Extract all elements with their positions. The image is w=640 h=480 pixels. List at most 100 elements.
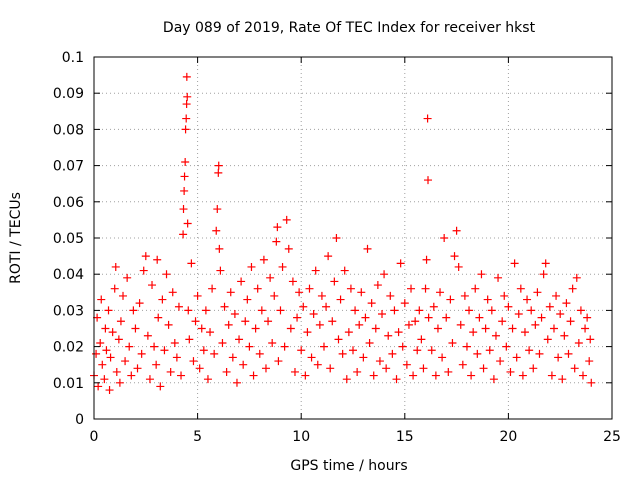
data-point <box>446 295 455 304</box>
data-point <box>419 364 428 373</box>
data-point <box>106 353 115 362</box>
data-point <box>293 313 302 322</box>
data-point <box>326 364 335 373</box>
data-point <box>129 306 138 315</box>
y-tick-label: 0.1 <box>62 50 84 66</box>
data-point <box>110 284 119 293</box>
x-tick-label: 15 <box>396 429 414 445</box>
data-point <box>261 364 270 373</box>
data-point <box>508 324 517 333</box>
data-point <box>185 335 194 344</box>
data-point <box>239 360 248 369</box>
data-point <box>284 244 293 253</box>
data-point <box>268 338 277 347</box>
data-point <box>390 306 399 315</box>
data-point <box>500 291 509 300</box>
grid-layer <box>94 57 612 419</box>
data-point <box>543 335 552 344</box>
data-point <box>309 310 318 319</box>
data-point <box>111 262 120 271</box>
data-point <box>373 281 382 290</box>
data-point <box>286 324 295 333</box>
x-tick-label: 10 <box>292 429 310 445</box>
data-point <box>518 371 527 380</box>
data-point <box>533 288 542 297</box>
data-point <box>448 338 457 347</box>
data-point <box>181 157 190 166</box>
data-point <box>220 302 229 311</box>
data-point <box>235 335 244 344</box>
data-point <box>556 310 565 319</box>
data-point <box>504 302 513 311</box>
data-point <box>413 346 422 355</box>
data-point <box>97 295 106 304</box>
data-point <box>222 367 231 376</box>
data-point <box>496 357 505 366</box>
data-point <box>170 338 179 347</box>
data-point <box>357 288 366 297</box>
y-tick-label: 0.01 <box>53 376 84 392</box>
data-point <box>380 270 389 279</box>
data-point <box>477 270 486 279</box>
data-point <box>180 186 189 195</box>
data-point <box>121 357 130 366</box>
data-point <box>189 357 198 366</box>
y-axis-label: ROTI / TECUs <box>8 192 24 284</box>
data-point <box>249 371 258 380</box>
data-point <box>471 284 480 293</box>
data-point <box>101 324 110 333</box>
data-point <box>351 306 360 315</box>
data-point <box>541 259 550 268</box>
data-point <box>404 320 413 329</box>
data-point <box>313 360 322 369</box>
data-point <box>576 306 585 315</box>
data-point <box>152 360 161 369</box>
x-tick-label: 20 <box>499 429 517 445</box>
data-point <box>278 262 287 271</box>
data-point <box>338 349 347 358</box>
data-point <box>270 291 279 300</box>
data-point <box>218 338 227 347</box>
data-point <box>433 324 442 333</box>
data-point <box>407 284 416 293</box>
data-point <box>274 357 283 366</box>
data-point <box>303 328 312 337</box>
data-point <box>184 306 193 315</box>
data-point <box>574 338 583 347</box>
data-point <box>539 270 548 279</box>
data-point <box>516 284 525 293</box>
data-point <box>489 375 498 384</box>
data-point <box>183 92 192 101</box>
data-point <box>253 284 262 293</box>
data-point <box>427 346 436 355</box>
data-point <box>460 291 469 300</box>
data-point <box>481 324 490 333</box>
data-point <box>564 349 573 358</box>
data-point <box>193 291 202 300</box>
data-point <box>127 371 136 380</box>
data-point <box>520 328 529 337</box>
data-point <box>208 284 217 293</box>
y-tick-label: 0.07 <box>53 159 84 175</box>
data-point <box>255 349 264 358</box>
data-point <box>100 375 109 384</box>
data-point <box>319 342 328 351</box>
data-point <box>578 371 587 380</box>
data-point <box>361 313 370 322</box>
data-point <box>421 284 430 293</box>
y-tick-label: 0.02 <box>53 340 84 356</box>
y-tick-label: 0.09 <box>53 86 84 102</box>
data-point <box>485 346 494 355</box>
data-point <box>315 320 324 329</box>
data-point <box>172 353 181 362</box>
data-point <box>153 255 162 264</box>
data-point <box>487 306 496 315</box>
data-point <box>232 378 241 387</box>
data-point <box>158 295 167 304</box>
data-point <box>334 335 343 344</box>
data-point <box>137 349 146 358</box>
data-point <box>243 295 252 304</box>
data-point <box>180 172 189 181</box>
chart-title: Day 089 of 2019, Rate Of TEC Index for r… <box>163 20 536 36</box>
data-point <box>440 234 449 242</box>
